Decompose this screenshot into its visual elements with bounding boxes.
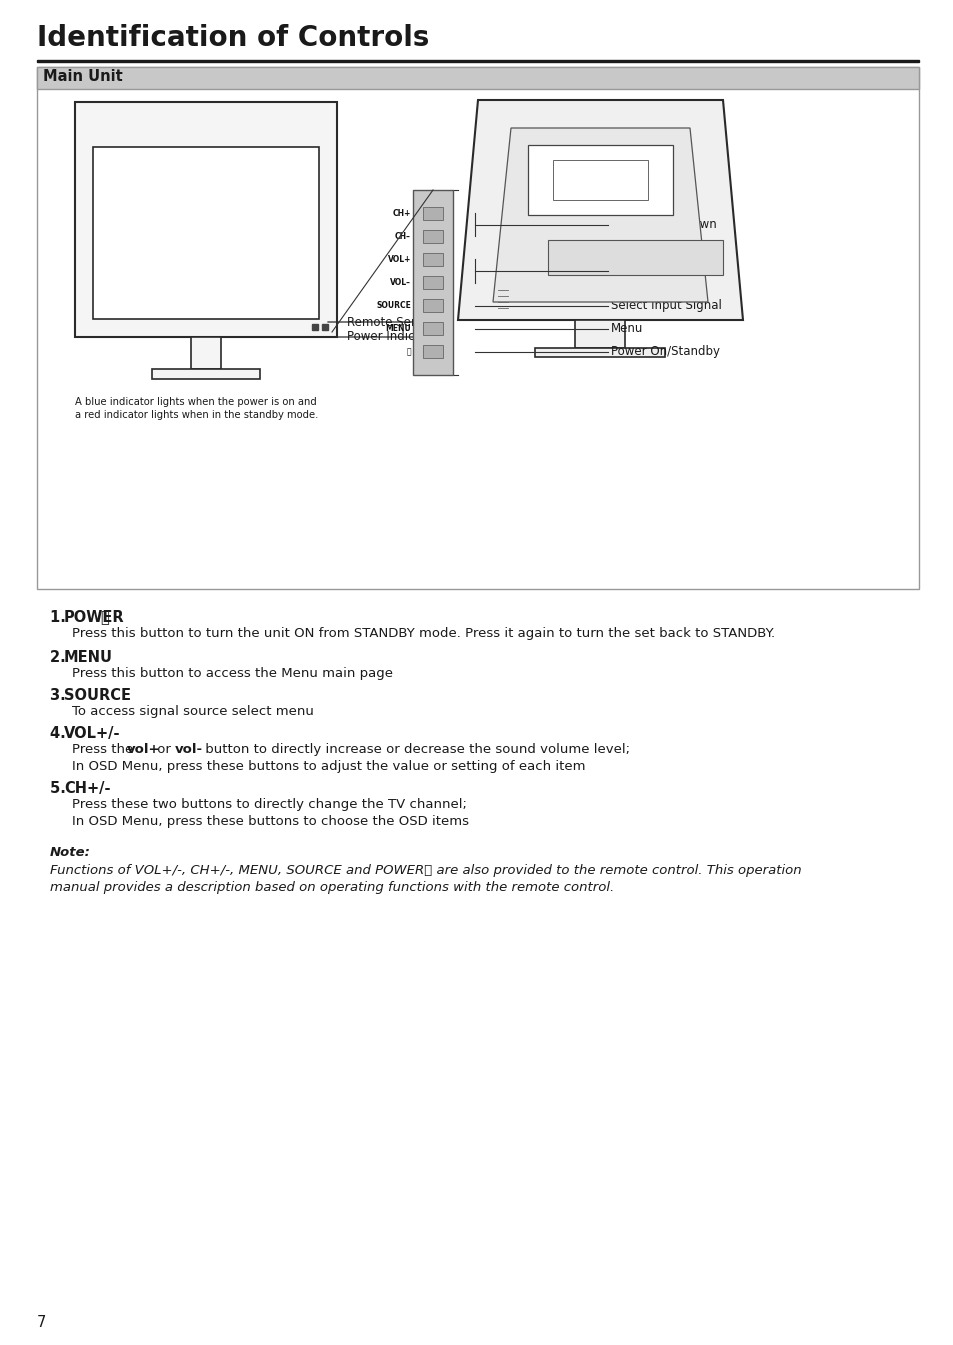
- Text: In OSD Menu, press these buttons to choose the OSD items: In OSD Menu, press these buttons to choo…: [71, 815, 469, 829]
- Text: A blue indicator lights when the power is on and: A blue indicator lights when the power i…: [75, 397, 316, 408]
- Bar: [422, 230, 442, 242]
- Text: Channel Up/Down: Channel Up/Down: [610, 218, 716, 231]
- Bar: [92, 147, 318, 319]
- Text: vol+: vol+: [127, 742, 160, 756]
- Bar: [535, 348, 664, 356]
- Bar: [422, 253, 442, 266]
- Bar: [422, 323, 442, 335]
- Bar: [422, 276, 442, 289]
- Text: 2.: 2.: [50, 650, 71, 664]
- Text: 5.: 5.: [50, 781, 71, 796]
- Text: Note:: Note:: [50, 846, 91, 859]
- Bar: [527, 145, 672, 215]
- Text: 7: 7: [37, 1315, 47, 1330]
- Text: Remote Sensor: Remote Sensor: [347, 316, 436, 328]
- Text: Power Indicator: Power Indicator: [347, 331, 438, 343]
- Text: ⏻: ⏻: [406, 347, 411, 356]
- Text: Main Unit: Main Unit: [43, 69, 123, 83]
- Bar: [152, 369, 260, 379]
- Text: Press these two buttons to directly change the TV channel;: Press these two buttons to directly chan…: [71, 798, 466, 811]
- Text: Select Input Signal: Select Input Signal: [610, 299, 721, 312]
- Bar: [37, 67, 918, 89]
- Text: Press this button to turn the unit ON from STANDBY mode. Press it again to turn : Press this button to turn the unit ON fr…: [71, 627, 774, 640]
- Text: SOURCE: SOURCE: [64, 689, 131, 703]
- Text: Identification of Controls: Identification of Controls: [37, 24, 429, 52]
- Text: Menu: Menu: [610, 323, 642, 335]
- Bar: [37, 59, 918, 62]
- Text: ⏻: ⏻: [100, 611, 109, 625]
- Text: CH+/-: CH+/-: [64, 781, 111, 796]
- Text: VOL+: VOL+: [387, 254, 411, 264]
- Bar: [553, 160, 647, 200]
- Text: In OSD Menu, press these buttons to adjust the value or setting of each item: In OSD Menu, press these buttons to adju…: [71, 760, 585, 773]
- Text: vol-: vol-: [174, 742, 203, 756]
- Text: a red indicator lights when in the standby mode.: a red indicator lights when in the stand…: [75, 410, 318, 420]
- Text: Functions of VOL+/-, CH+/-, MENU, SOURCE and POWER⏻ are also provided to the rem: Functions of VOL+/-, CH+/-, MENU, SOURCE…: [50, 863, 801, 877]
- Text: Press the: Press the: [71, 742, 137, 756]
- Polygon shape: [493, 128, 707, 303]
- Polygon shape: [457, 100, 742, 320]
- Text: Press this button to access the Menu main page: Press this button to access the Menu mai…: [71, 667, 393, 681]
- Bar: [422, 207, 442, 219]
- Text: SOURCE: SOURCE: [375, 301, 411, 311]
- Text: VOL–: VOL–: [390, 278, 411, 286]
- Bar: [575, 320, 624, 348]
- Text: 4.: 4.: [50, 726, 71, 741]
- Bar: [422, 299, 442, 312]
- Text: To access signal source select menu: To access signal source select menu: [71, 705, 314, 718]
- Text: Volume Up/Down: Volume Up/Down: [610, 265, 711, 277]
- Text: VOL+/-: VOL+/-: [64, 726, 120, 741]
- Text: button to directly increase or decrease the sound volume level;: button to directly increase or decrease …: [201, 742, 629, 756]
- Bar: [422, 346, 442, 358]
- Bar: [547, 239, 722, 274]
- Text: CH+: CH+: [393, 208, 411, 218]
- Text: MENU: MENU: [385, 324, 411, 334]
- Text: 3.: 3.: [50, 689, 71, 703]
- Text: or: or: [152, 742, 175, 756]
- Text: CH–: CH–: [395, 231, 411, 241]
- Text: MENU: MENU: [64, 650, 112, 664]
- Text: Power On/Standby: Power On/Standby: [610, 346, 720, 358]
- Text: 1.: 1.: [50, 611, 71, 625]
- Bar: [37, 67, 918, 589]
- Bar: [191, 338, 221, 369]
- Text: POWER: POWER: [64, 611, 125, 625]
- Bar: [413, 190, 453, 375]
- Bar: [75, 102, 336, 338]
- Text: manual provides a description based on operating functions with the remote contr: manual provides a description based on o…: [50, 881, 614, 894]
